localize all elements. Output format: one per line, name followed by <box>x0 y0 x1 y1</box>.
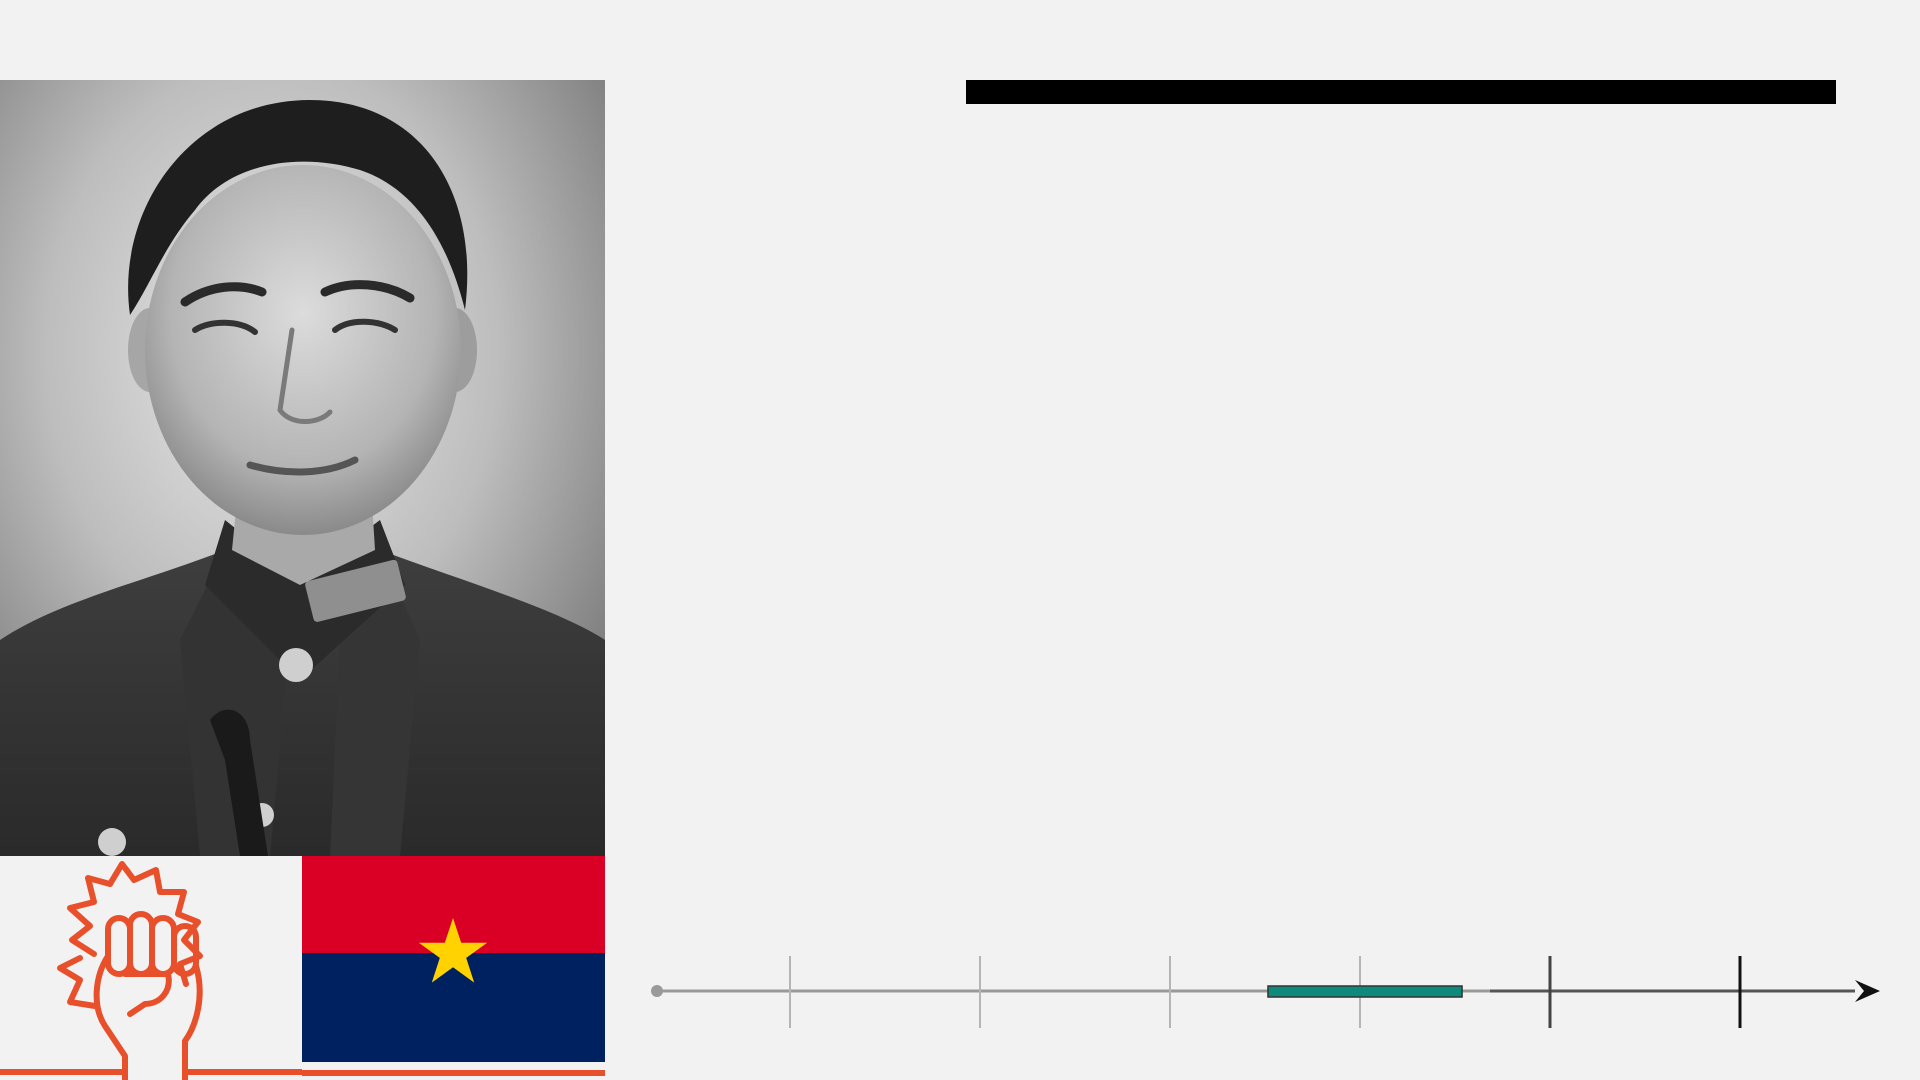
timeline-highlight <box>1267 985 1463 998</box>
flag-bottom-stripe <box>302 1070 605 1076</box>
portrait-photo <box>0 80 605 856</box>
timeline-arrow-icon <box>1855 980 1880 1002</box>
fist-panel <box>0 856 302 1080</box>
raised-fist-icon <box>0 856 302 1080</box>
portrait-photo-icon <box>0 80 605 856</box>
timeline-axis <box>651 956 1880 1028</box>
timeline <box>640 940 1890 1040</box>
flag-image <box>302 856 605 1076</box>
title-bar <box>966 80 1836 104</box>
flag-star-icon <box>302 856 605 1062</box>
